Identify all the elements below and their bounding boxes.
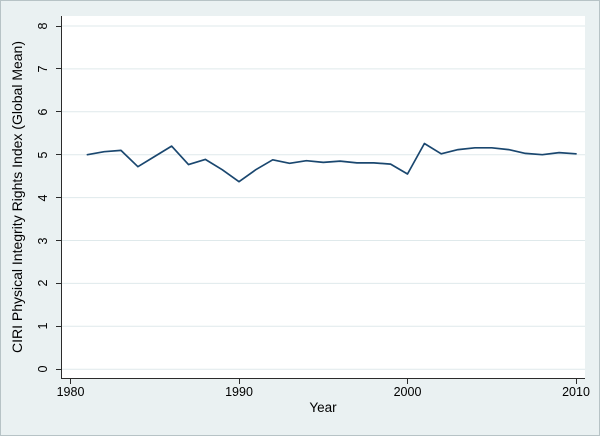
x-axis-tick <box>238 379 240 384</box>
y-axis-tick-label: 1 <box>36 322 50 330</box>
y-axis-tick <box>56 282 61 284</box>
y-axis-tick <box>56 197 61 199</box>
y-axis-tick <box>56 111 61 113</box>
x-axis-tick-label: 1990 <box>225 385 253 399</box>
x-axis-tick <box>407 379 408 384</box>
plot-area <box>61 16 585 379</box>
y-axis-tick-label: 6 <box>36 108 50 116</box>
x-axis-tick <box>575 379 577 384</box>
y-axis-tick <box>56 368 61 370</box>
y-axis-tick-label: 4 <box>36 194 50 202</box>
x-axis-tick <box>70 379 71 384</box>
x-axis-tick-label: 1980 <box>56 385 85 399</box>
y-axis-tick <box>56 240 61 241</box>
y-axis-tick <box>56 25 61 27</box>
y-axis-tick-label: 8 <box>36 22 50 30</box>
line-chart-canvas <box>61 16 585 379</box>
x-axis-tick-label: 2000 <box>393 385 422 399</box>
y-axis-tick-label: 2 <box>36 279 50 287</box>
y-axis-tick-label: 7 <box>36 65 50 73</box>
y-axis-tick <box>56 325 61 327</box>
y-axis-tick-label: 5 <box>36 151 50 159</box>
y-axis-tick-label: 3 <box>36 237 50 244</box>
x-axis-tick-label: 2010 <box>562 385 590 399</box>
y-axis-tick-label: 0 <box>36 365 50 373</box>
x-axis-title: Year <box>309 400 337 415</box>
y-axis-tick <box>56 68 61 70</box>
y-axis-tick <box>56 154 61 156</box>
y-axis-title: CIRI Physical Integrity Rights Index (Gl… <box>9 40 25 354</box>
series-line <box>86 142 577 183</box>
